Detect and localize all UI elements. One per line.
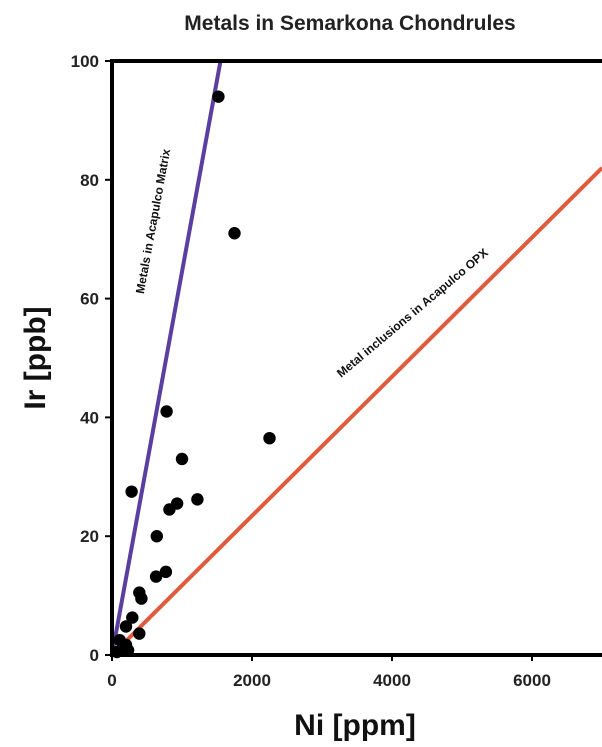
y-axis-ticks: 0 20 40 60 80 100 xyxy=(71,52,112,665)
trend-lines xyxy=(110,60,602,657)
plot-frame xyxy=(110,59,602,657)
data-point xyxy=(150,530,163,543)
data-point xyxy=(175,452,189,466)
y-tick-label: 0 xyxy=(90,646,99,665)
y-axis-label: Ir [ppb] xyxy=(19,306,52,409)
data-point xyxy=(160,405,173,418)
y-tick-label: 80 xyxy=(80,171,99,190)
x-tick-label: 2000 xyxy=(233,671,271,690)
y-tick-label: 100 xyxy=(71,52,99,71)
data-point xyxy=(119,620,133,633)
y-tick-label: 40 xyxy=(80,408,99,427)
line-acapulco-opx xyxy=(110,166,602,657)
data-point xyxy=(133,627,146,640)
label-acapulco-opx: Metal inclusions in Acapulco OPX xyxy=(334,246,491,381)
y-tick-label: 20 xyxy=(80,527,99,546)
data-point xyxy=(149,570,163,583)
chart-title: Metals in Semarkona Chondrules xyxy=(184,12,515,35)
data-point xyxy=(125,485,138,498)
x-axis-ticks: 0 2000 4000 6000 xyxy=(107,655,551,690)
data-point xyxy=(228,227,241,240)
data-points xyxy=(110,90,276,659)
data-point xyxy=(212,90,225,103)
y-tick-label: 60 xyxy=(80,290,99,309)
data-point xyxy=(163,503,176,516)
x-axis-label: Ni [ppm] xyxy=(294,709,416,742)
x-tick-label: 6000 xyxy=(513,671,551,690)
data-point xyxy=(159,565,173,579)
line-acapulco-matrix xyxy=(110,60,223,656)
x-tick-label: 0 xyxy=(107,671,116,690)
x-tick-label: 4000 xyxy=(373,671,411,690)
data-point xyxy=(135,592,148,605)
data-point xyxy=(126,611,139,624)
data-point xyxy=(263,431,276,445)
label-acapulco-matrix: Metals in Acapulco Matrix xyxy=(133,147,173,294)
data-point xyxy=(191,493,204,506)
